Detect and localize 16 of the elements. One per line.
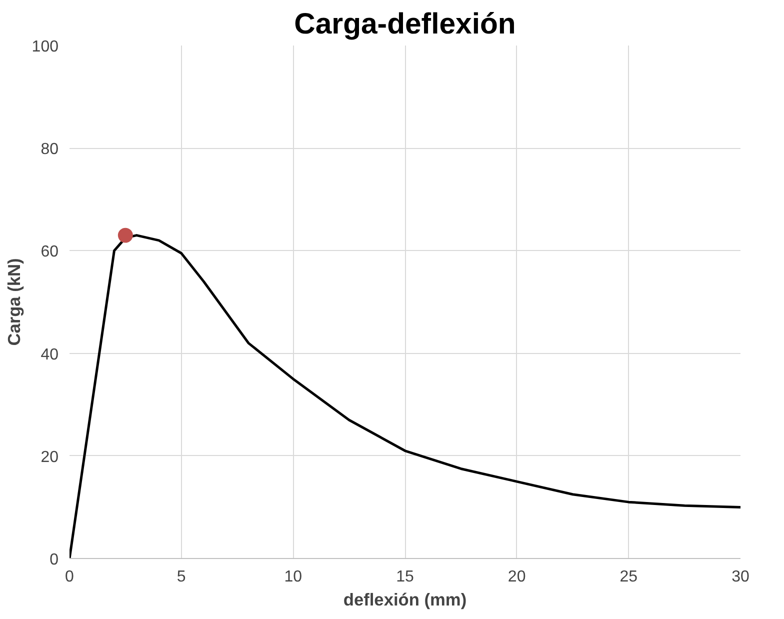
y-axis-title: Carga (kN) xyxy=(4,258,24,346)
y-tick-label: 20 xyxy=(40,448,59,466)
x-axis-title: deflexión (mm) xyxy=(343,590,467,610)
x-tick-label: 15 xyxy=(396,568,414,586)
x-tick-label: 10 xyxy=(284,568,302,586)
x-tick-label: 5 xyxy=(176,568,186,586)
x-tick-label: 25 xyxy=(620,568,638,586)
chart-title: Carga-deflexión xyxy=(294,8,516,40)
y-tick-label: 100 xyxy=(32,38,59,56)
y-tick-label: 40 xyxy=(40,346,59,364)
y-tick-label: 60 xyxy=(40,244,59,261)
x-tick-label: 30 xyxy=(732,568,750,586)
y-tick-label: 0 xyxy=(50,552,59,568)
y-tick-label: 80 xyxy=(40,141,59,158)
x-tick-label: 20 xyxy=(508,568,526,586)
x-tick-label: 0 xyxy=(65,568,74,586)
